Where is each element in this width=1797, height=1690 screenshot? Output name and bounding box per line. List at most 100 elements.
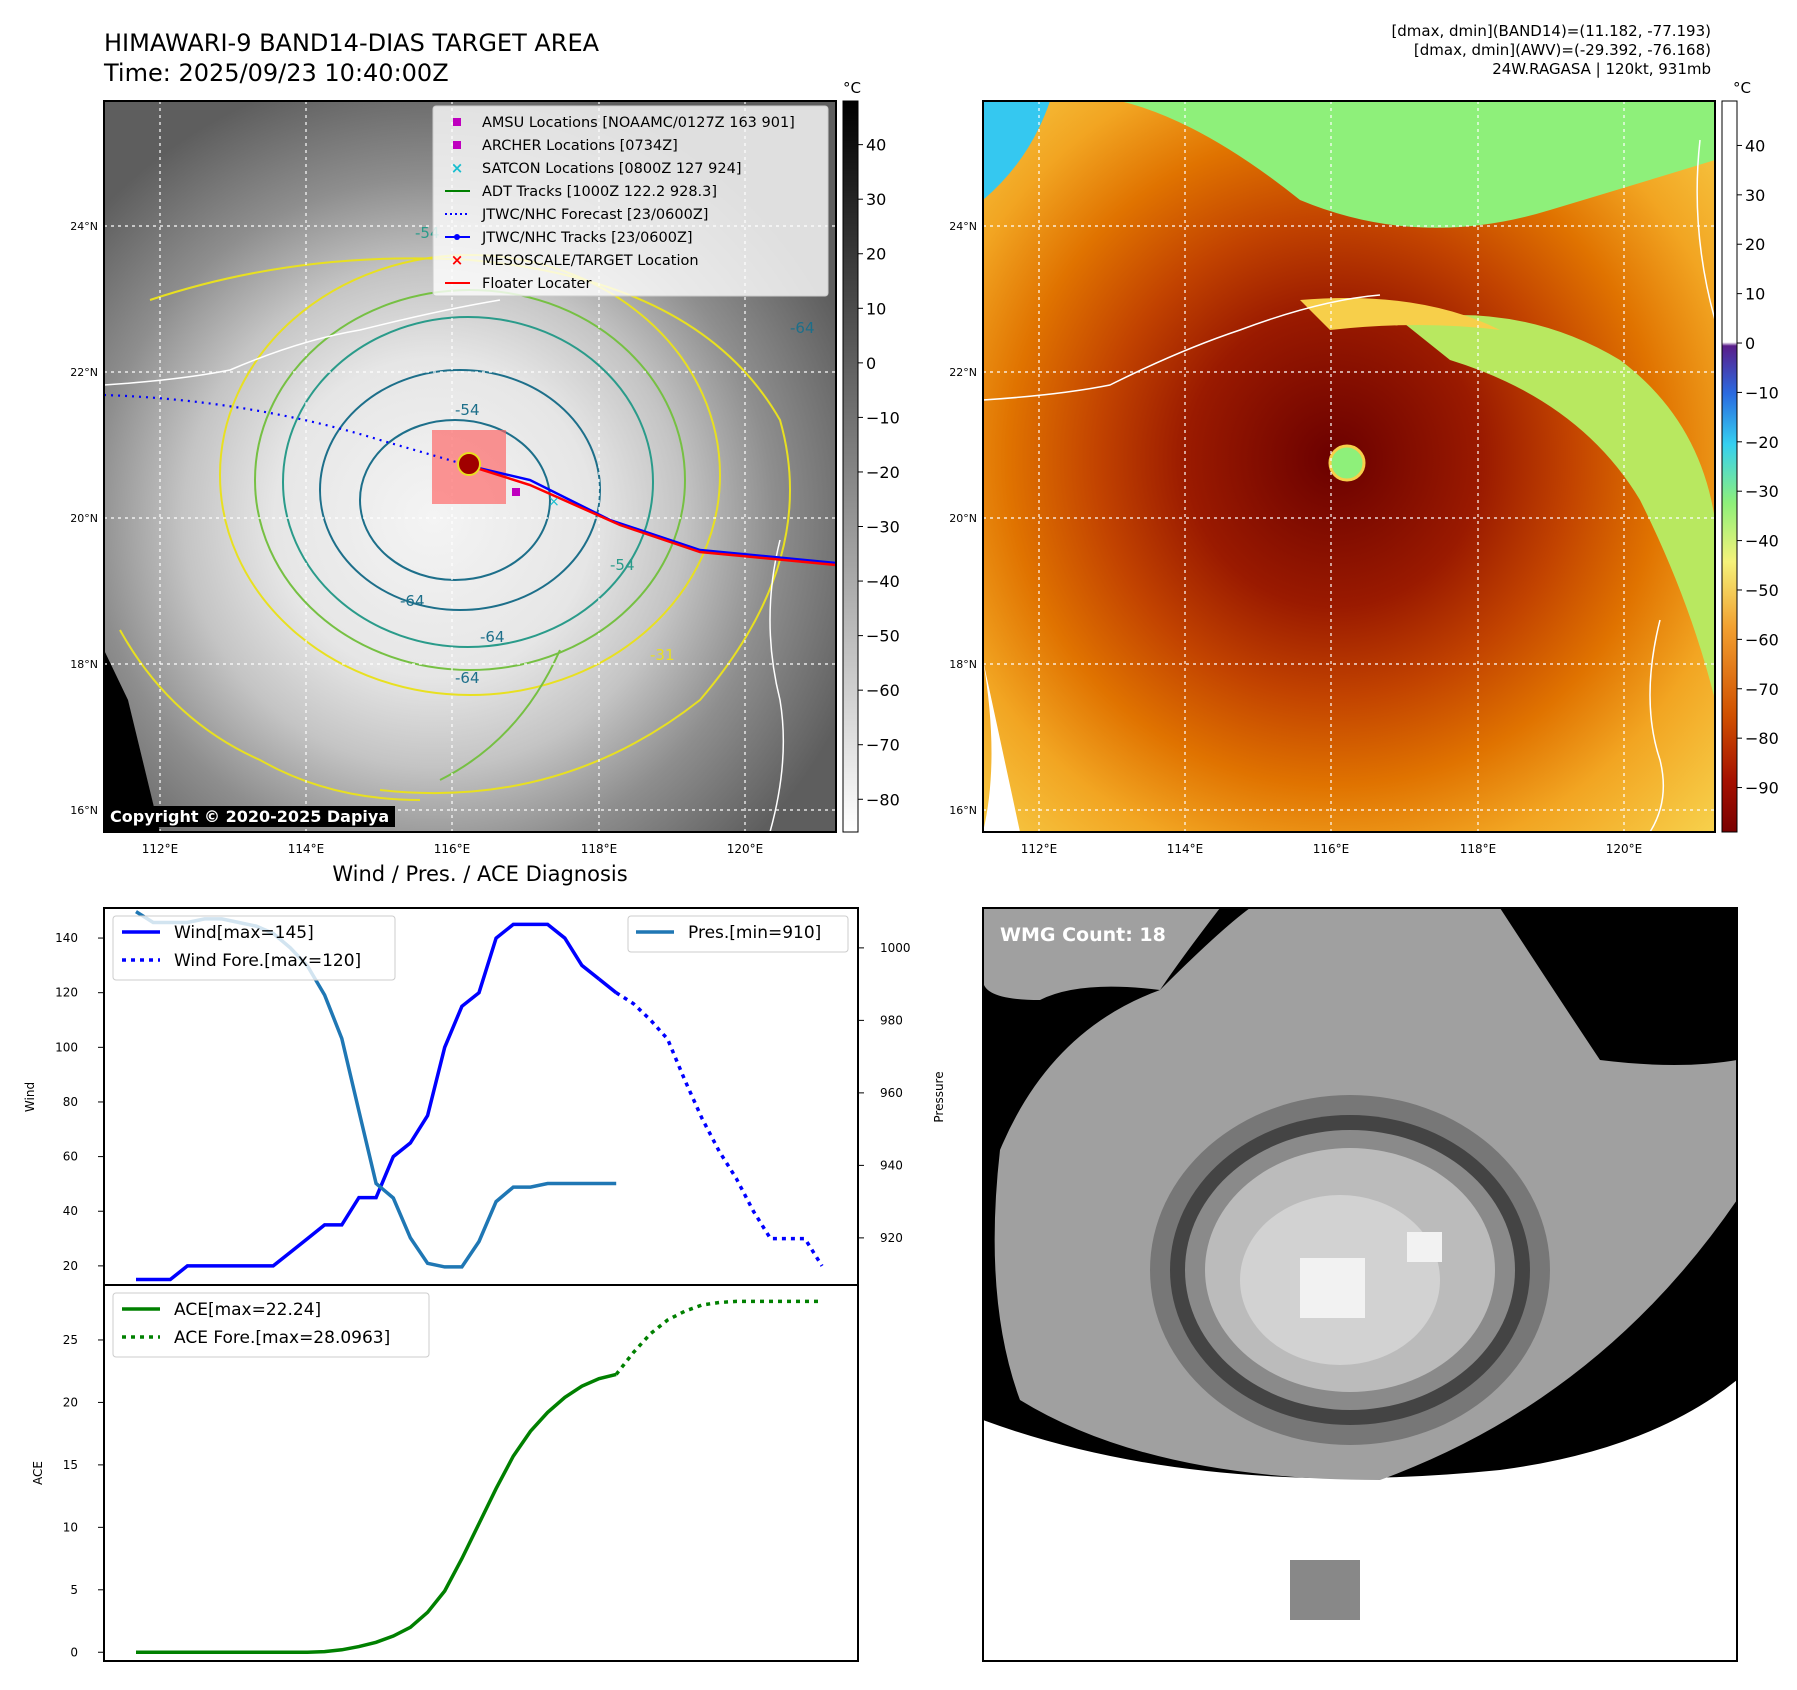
colorbar-tick-label: −10: [1745, 383, 1779, 402]
legend-label: SATCON Locations [0800Z 127 924]: [482, 161, 741, 177]
series-line-1: [597, 977, 618, 995]
colorbar-tick-label: −60: [1745, 630, 1779, 649]
contour-label: -31: [650, 646, 675, 664]
lon-tick-label: 114°E: [1167, 842, 1204, 856]
contour-label: -54: [610, 556, 635, 574]
legend-label: MESOSCALE/TARGET Location: [482, 253, 699, 269]
lon-tick-label: 112°E: [1021, 842, 1058, 856]
lat-tick-label: 16°N: [70, 804, 98, 817]
legend-label: AMSU Locations [NOAAMC/0127Z 163 901]: [482, 115, 795, 131]
colorbar-tick-label: 10: [1745, 285, 1765, 304]
lat-tick-label: 20°N: [949, 512, 977, 525]
wmg-panel: [983, 908, 1737, 1661]
pressure-tick-label: 920: [880, 1231, 903, 1245]
colorbar-tick-label: −80: [866, 790, 900, 809]
wind-tick-label: 80: [63, 1095, 78, 1109]
lon-tick-label: 112°E: [142, 842, 179, 856]
lon-tick-label: 120°E: [1606, 842, 1643, 856]
colorbar-tick-label: −50: [866, 627, 900, 646]
ace-tick-label: 0: [70, 1645, 78, 1659]
wind-tick-label: 120: [55, 986, 78, 1000]
legend-label: ACE Fore.[max=28.0963]: [174, 1328, 390, 1348]
colorbar-tick-label: 0: [866, 354, 876, 373]
legend-label: ARCHER Locations [0734Z]: [482, 138, 678, 154]
legend-label: ACE[max=22.24]: [174, 1300, 321, 1320]
legend-label: JTWC/NHC Forecast [23/0600Z]: [481, 207, 708, 223]
copyright-label: Copyright © 2020-2025 Dapiya: [104, 806, 396, 827]
legend-marker: [453, 118, 461, 126]
pressure-tick-label: 1000: [880, 941, 911, 955]
contour-label: -54: [455, 401, 480, 419]
colorbar-tick-label: −30: [1745, 482, 1779, 501]
colorbar-tick-label: −70: [866, 736, 900, 755]
pressure-tick-label: 980: [880, 1013, 903, 1027]
satcon-location-marker: ×: [548, 494, 560, 510]
legend-marker: ×: [451, 159, 464, 177]
wind-tick-label: 20: [63, 1259, 78, 1273]
legend-label: Wind Fore.[max=120]: [174, 951, 361, 971]
ace-tick-label: 5: [70, 1583, 78, 1597]
lon-tick-label: 120°E: [727, 842, 764, 856]
lat-tick-label: 24°N: [70, 220, 98, 233]
wmg-count-label: WMG Count: 18: [1000, 924, 1166, 946]
awv-map: [983, 101, 1715, 832]
figure-title: HIMAWARI-9 BAND14-DIAS TARGET AREA Time:…: [104, 28, 599, 88]
series-line-2: [615, 991, 824, 1267]
wmg-panel-frame: [982, 907, 1738, 1662]
colorbar-tick-label: −20: [866, 463, 900, 482]
legend-label: ADT Tracks [1000Z 122.2 928.3]: [482, 184, 717, 200]
colorbar-tick-label: 30: [1745, 186, 1765, 205]
stats-awv: [dmax, dmin](AWV)=(-29.392, -76.168): [1413, 41, 1711, 59]
band14-colorbar-ticks: 40 30 20 10 0 −10 −20 −30 −40 −50 −60 −70 −80: [858, 136, 900, 809]
stats-storm: 24W.RAGASA | 120kt, 931mb: [1492, 60, 1711, 78]
band14-colorbar: [842, 100, 859, 833]
wind-tick-label: 40: [63, 1204, 78, 1218]
pressure-axis-label: Pressure: [932, 1071, 946, 1122]
colorbar-tick-label: 0: [1745, 334, 1755, 353]
series-line-0: [136, 922, 601, 1282]
legend-marker: ×: [451, 251, 464, 269]
colorbar-tick-label: −70: [1745, 680, 1779, 699]
lon-tick-label: 116°E: [434, 842, 471, 856]
colorbar-tick-label: 30: [866, 190, 886, 209]
colorbar-tick-label: 40: [866, 136, 886, 155]
ace-axis-label: ACE: [31, 1461, 45, 1485]
contour-label: -64: [455, 669, 480, 687]
map-legend: AMSU Locations [NOAAMC/0127Z 163 901] ARC…: [432, 105, 829, 297]
stats-band14: [dmax, dmin](BAND14)=(11.182, -77.193): [1391, 22, 1711, 40]
pressure-tick-label: 960: [880, 1086, 903, 1100]
figure-stats: [dmax, dmin](BAND14)=(11.182, -77.193) […: [1391, 22, 1711, 79]
colorbar-tick-label: −30: [866, 518, 900, 537]
lat-tick-label: 16°N: [949, 804, 977, 817]
legend-label: Wind[max=145]: [174, 923, 314, 943]
colorbar-tick-label: 10: [866, 299, 886, 318]
awv-colorbar: [1721, 100, 1738, 833]
wind-pressure-chart: 20 40 60 80 100 120 140 920 940 960 980 1000 Wind[ma…: [55, 910, 911, 1282]
ace-tick-label: 10: [63, 1520, 78, 1534]
awv-colorbar-ticks: 40 30 20 10 0 −10 −20 −30 −40 −50 −60 −70 −80 −90: [1737, 136, 1779, 798]
contour-label: -64: [480, 628, 505, 646]
contour-label: -64: [400, 592, 425, 610]
legend-label: JTWC/NHC Tracks [23/0600Z]: [481, 230, 693, 246]
lat-tick-label: 22°N: [70, 366, 98, 379]
legend-label: Pres.[min=910]: [688, 923, 821, 943]
diagnosis-title: Wind / Pres. / ACE Diagnosis: [332, 862, 628, 886]
band14-map-frame: [103, 100, 837, 833]
band14-colorbar-unit: °C: [843, 79, 861, 97]
awv-map-frame: [982, 100, 1716, 833]
lat-tick-label: 20°N: [70, 512, 98, 525]
legend-marker: [453, 141, 461, 149]
storm-eye-marker: [457, 452, 481, 476]
legend-label: Floater Locater: [482, 276, 591, 292]
lon-tick-label: 118°E: [581, 842, 618, 856]
map-axis-ticks: 112°E 114°E 116°E 118°E 120°E 16°N 18°N 20°N 22°…: [70, 220, 1642, 856]
jtwc-forecast-track: [104, 393, 471, 468]
lon-tick-label: 114°E: [288, 842, 325, 856]
colorbar-tick-label: −50: [1745, 581, 1779, 600]
ace-series-line-1: [614, 1299, 823, 1376]
lat-tick-label: 18°N: [949, 658, 977, 671]
ace-tick-label: 15: [63, 1458, 78, 1472]
ace-plot-frame: [103, 1284, 859, 1662]
colorbar-tick-label: 40: [1745, 136, 1765, 155]
